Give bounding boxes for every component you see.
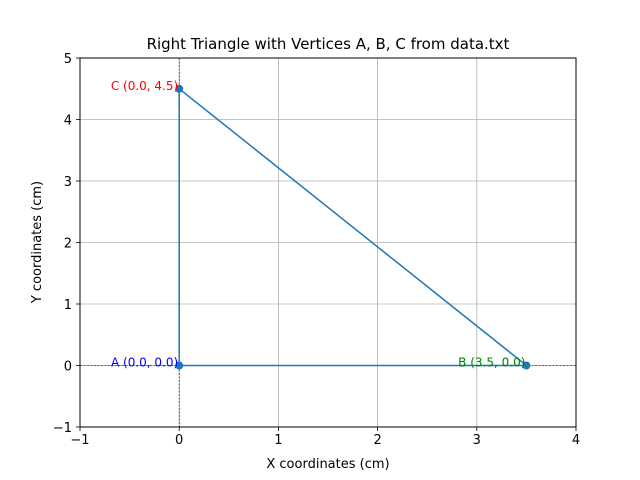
y-axis-label: Y coordinates (cm): [30, 181, 45, 304]
vertex-b-marker: [522, 361, 531, 370]
y-tick-label: 3: [64, 175, 72, 190]
y-tick-label: 4: [64, 114, 72, 129]
axis-ticks: −1 0 1 2 3 4 −1 0 1 2 3 4 5: [53, 52, 580, 448]
vertex-a-marker: [175, 361, 184, 370]
vertex-b-label: B (3.5, 0.0): [458, 356, 525, 370]
y-tick-label: 5: [64, 52, 72, 67]
x-tick-label: 0: [175, 433, 183, 448]
x-axis-label: X coordinates (cm): [266, 457, 389, 472]
x-tick-label: 1: [274, 433, 282, 448]
x-tick-label: 3: [473, 433, 481, 448]
y-tick-label: −1: [53, 421, 72, 436]
x-tick-label: 4: [572, 433, 580, 448]
vertex-c-label: C (0.0, 4.5): [111, 79, 178, 93]
point-labels: A (0.0, 0.0) B (3.5, 0.0) C (0.0, 4.5): [111, 79, 526, 370]
chart-title: Right Triangle with Vertices A, B, C fro…: [147, 35, 510, 53]
triangle-edges: [178, 87, 529, 367]
x-tick-label: 2: [373, 433, 381, 448]
vertex-a-label: A (0.0, 0.0): [111, 356, 178, 370]
triangle-series: [175, 84, 531, 370]
x-tick-label: −1: [70, 433, 89, 448]
y-tick-label: 1: [64, 298, 72, 313]
y-tick-label: 0: [64, 360, 72, 375]
vertex-c-marker: [175, 84, 184, 93]
y-tick-label: 2: [64, 237, 72, 252]
